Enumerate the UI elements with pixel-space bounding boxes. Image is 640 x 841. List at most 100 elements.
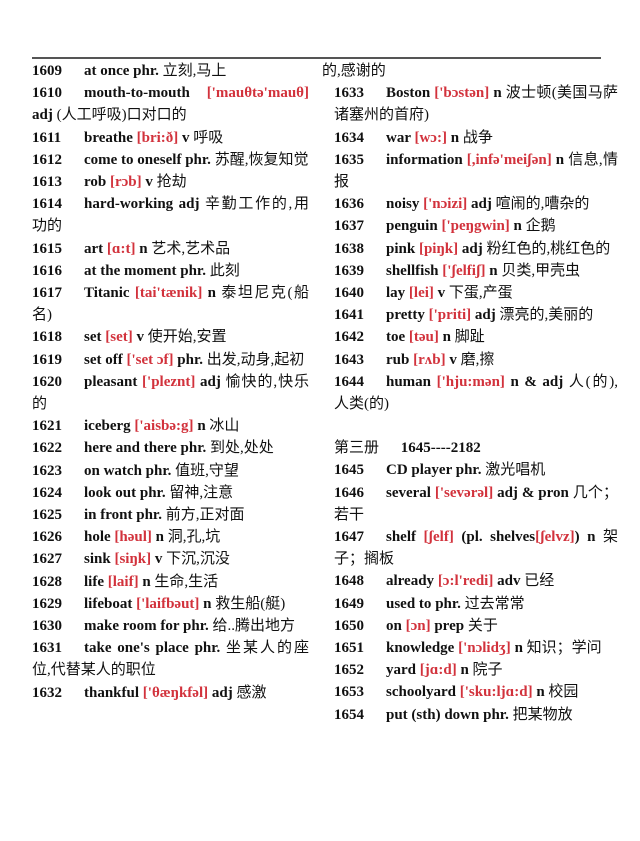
entry-definition: 波士顿(美国马萨诸塞州的首府) bbox=[334, 85, 619, 124]
entry-phonetic: ['priti] bbox=[428, 307, 472, 324]
entry-definition: 下蛋,产蛋 bbox=[448, 285, 513, 302]
vocab-entry: 1610 mouth-to-mouth ['mauθtə'mauθ] adj (人… bbox=[32, 82, 309, 126]
entry-number: 1640 bbox=[334, 285, 364, 302]
vocab-entry: 1649 used to phr. 过去常常 bbox=[322, 593, 618, 615]
entry-part-of-speech: n bbox=[514, 640, 523, 657]
entry-number: 1633 bbox=[334, 85, 364, 102]
entry-part-of-speech: v bbox=[136, 329, 144, 346]
entry-word: CD player bbox=[386, 462, 452, 479]
entry-number: 1648 bbox=[334, 573, 364, 590]
entry-part-of-speech: phr. bbox=[435, 595, 461, 612]
entry-number: 1621 bbox=[32, 418, 62, 435]
entry-definition: 粉红色的,桃红色的 bbox=[486, 240, 611, 257]
entry-phonetic: ['ʃelfiʃ] bbox=[442, 262, 486, 279]
entry-part-of-speech: prep bbox=[434, 617, 465, 634]
entry-word: lay bbox=[386, 285, 406, 302]
entry-definition: 信息,情报 bbox=[334, 151, 619, 191]
entry-part-of-speech: n bbox=[587, 529, 596, 546]
continuation-text: 的,感谢的 bbox=[322, 63, 386, 79]
entry-word: Boston bbox=[386, 85, 431, 102]
entry-part-of-speech: phr. bbox=[185, 151, 211, 168]
entry-part-of-speech: n bbox=[203, 595, 212, 612]
entry-definition: 愉快的,快乐的 bbox=[32, 373, 309, 413]
entry-word: in front bbox=[84, 507, 133, 524]
vocab-entry: 1643 rub [rʌb] v 磨,擦 bbox=[322, 349, 618, 371]
entry-definition: 过去常常 bbox=[464, 595, 525, 612]
vocab-entry: 1618 set [set] v 使开始,安置 bbox=[32, 326, 309, 348]
entry-part-of-speech: v bbox=[437, 285, 446, 302]
entry-number: 1622 bbox=[32, 440, 62, 457]
entry-phonetic: ['laifbəut] bbox=[136, 595, 200, 612]
entry-word: several bbox=[386, 484, 431, 501]
entry-part-of-speech: phr. bbox=[455, 462, 482, 479]
entry-number: 1641 bbox=[334, 307, 364, 324]
entry-definition: 人(的),人类(的) bbox=[334, 373, 619, 413]
entry-part-of-speech: phr. bbox=[133, 63, 159, 79]
entry-word: penguin bbox=[386, 218, 438, 235]
entry-definition: 值班,守望 bbox=[175, 462, 239, 479]
entry-definition: 立刻,马上 bbox=[162, 63, 227, 79]
entry-definition: 把某物放 bbox=[512, 706, 573, 723]
entry-word: shelf bbox=[386, 529, 416, 546]
entry-word: hole bbox=[84, 529, 111, 546]
entry-number: 1612 bbox=[32, 151, 62, 168]
entry-definition: 关于 bbox=[467, 617, 498, 634]
entry-word: rob bbox=[84, 174, 107, 191]
entry-phonetic: ['bɔstən] bbox=[434, 85, 490, 102]
entry-number: 1626 bbox=[32, 529, 62, 546]
entry-number: 1631 bbox=[32, 640, 62, 657]
entry-number: 1634 bbox=[334, 129, 364, 146]
entry-part-of-speech: adj bbox=[471, 196, 492, 213]
entry-definition: 脚趾 bbox=[454, 329, 485, 346]
vocab-entry: 1647 shelf [ʃelf] (pl. shelves[ʃelvz]) n … bbox=[322, 526, 618, 570]
entry-number: 1623 bbox=[32, 462, 62, 479]
entry-number: 1629 bbox=[32, 595, 62, 612]
vocab-entry: 1613 rob [rɔb] v 抢劫 bbox=[32, 171, 309, 193]
entry-word: set off bbox=[84, 351, 123, 368]
entry-part-of-speech: adj bbox=[200, 373, 221, 390]
entry-part-of-speech: n bbox=[489, 262, 498, 279]
entry-phonetic: ['nɔlidʒ] bbox=[458, 640, 511, 657]
entry-part-of-speech: v bbox=[145, 174, 153, 191]
entry-part-of-speech: adj & pron bbox=[497, 484, 569, 501]
entry-number: 1653 bbox=[334, 684, 364, 701]
vocab-entry: 1616 at the moment phr. 此刻 bbox=[32, 260, 309, 282]
entry-definition: 院子 bbox=[472, 662, 503, 679]
entry-definition: 苏醒,恢复知觉 bbox=[214, 151, 309, 168]
entry-word: Titanic bbox=[84, 285, 130, 302]
entry-part-of-speech: phr. bbox=[180, 440, 207, 457]
entry-definition: 校园 bbox=[548, 684, 579, 701]
entry-plural-phonetic: [ʃelvz] bbox=[535, 529, 575, 546]
entry-number: 1609 bbox=[32, 63, 62, 79]
entry-part-of-speech: phr. bbox=[183, 618, 209, 635]
vocab-entry: 1645 CD player phr. 激光唱机 bbox=[322, 459, 618, 481]
entry-word: shellfish bbox=[386, 262, 439, 279]
entry-number: 1651 bbox=[334, 640, 364, 657]
entry-phonetic: ['set ɔf] bbox=[126, 351, 174, 368]
entry-number: 1635 bbox=[334, 151, 364, 168]
entry-part-of-speech: n bbox=[155, 529, 165, 546]
entry-definition: 此刻 bbox=[209, 262, 240, 279]
entry-definition: 洞,孔,坑 bbox=[167, 529, 221, 546]
vocab-entry: 1636 noisy ['nɔizi] adj 喧闹的,嘈杂的 bbox=[322, 193, 618, 215]
vocab-entry: 1642 toe [təu] n 脚趾 bbox=[322, 326, 618, 348]
entry-phonetic: [rʌb] bbox=[413, 351, 446, 368]
entry-word: knowledge bbox=[386, 640, 455, 657]
entry-word: already bbox=[386, 573, 435, 590]
entry-phonetic: ['mauθtə'mauθ] bbox=[206, 85, 309, 102]
entry-phonetic: [rɔb] bbox=[109, 174, 142, 191]
entry-word: noisy bbox=[386, 196, 420, 213]
entry-phonetic: ['peŋgwin] bbox=[441, 218, 510, 235]
entry-number: 1654 bbox=[334, 706, 364, 723]
entry-number: 1639 bbox=[334, 262, 364, 279]
entry-phonetic: [lei] bbox=[408, 285, 434, 302]
entry-part-of-speech: n bbox=[460, 662, 469, 679]
entry-part-of-speech: n & adj bbox=[510, 373, 564, 390]
entry-definition: 漂亮的,美丽的 bbox=[499, 307, 594, 324]
entry-definition: 磨,擦 bbox=[460, 351, 495, 368]
entry-phonetic: [siŋk] bbox=[114, 551, 152, 568]
entry-word: take one's place bbox=[84, 640, 189, 657]
vocab-entry: 1653 schoolyard ['sku:ljɑ:d] n 校园 bbox=[322, 681, 618, 703]
vocab-entry: 1630 make room for phr. 给..腾出地方 bbox=[32, 615, 309, 637]
entry-definition: 出发,动身,起初 bbox=[206, 351, 305, 368]
